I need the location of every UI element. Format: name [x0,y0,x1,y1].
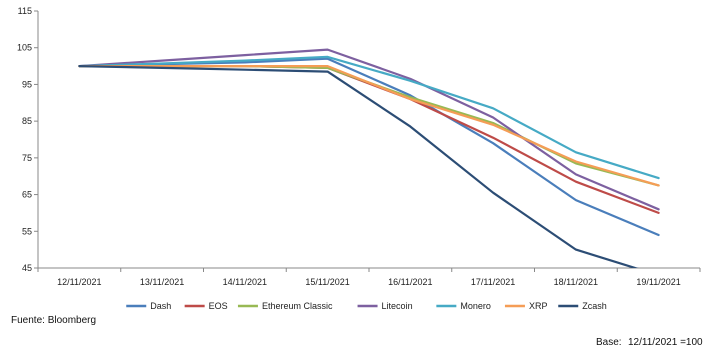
legend-label: Zcash [582,301,607,311]
legend-label: Ethereum Classic [262,301,333,311]
y-tick-label: 95 [22,79,32,89]
y-tick-label: 105 [17,43,32,53]
series-line-monero [78,55,660,180]
x-tick-label: 12/11/2021 [57,277,101,287]
source-note: Fuente: Bloomberg [11,315,97,326]
y-tick-label: 55 [22,226,32,236]
y-tick-label: 45 [22,263,32,273]
legend-label: Dash [150,301,171,311]
series-line-dash [78,57,660,237]
y-tick-label: 115 [18,6,32,16]
x-tick-label: 17/11/2021 [471,277,515,287]
x-tick-label: 16/11/2021 [388,277,432,287]
series-group [78,48,660,268]
legend-label: XRP [529,301,548,311]
x-tick-label: 13/11/2021 [140,277,184,287]
x-tick-label: 15/11/2021 [305,277,349,287]
series-line-zcash [78,64,639,268]
base-value: 12/11/2021 =100 [628,337,703,348]
legend-label: Litecoin [382,301,413,311]
series-line-litecoin [78,48,660,211]
legend-label: Monero [460,301,491,311]
y-tick-label: 65 [22,190,32,200]
y-tick-label: 85 [22,116,32,126]
base-label: Base: [596,337,622,348]
x-tick-label: 19/11/2021 [636,277,680,287]
x-tick-label: 14/11/2021 [223,277,267,287]
series-line-eos [78,64,660,214]
legend-label: EOS [209,301,228,311]
x-tick-label: 18/11/2021 [554,277,598,287]
y-tick-label: 75 [22,153,32,163]
series-line-xrp [78,64,660,187]
